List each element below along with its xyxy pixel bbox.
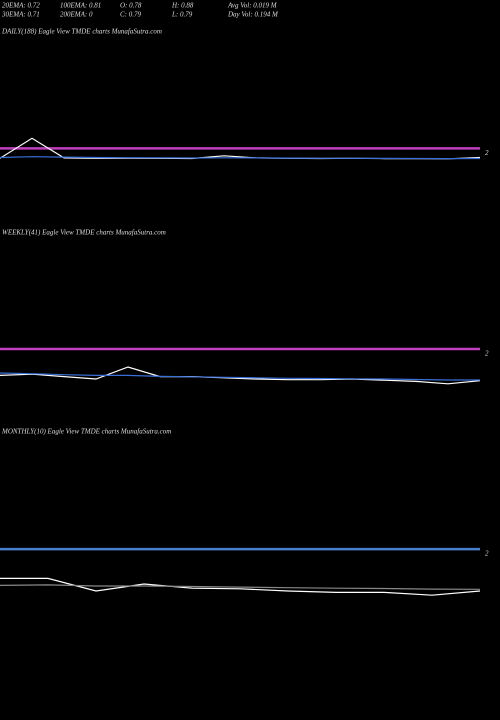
panel-title: WEEKLY(41) Eagle View TMDE charts Munafa… [2,229,166,237]
price-line [0,372,480,381]
header-stat: L: 0.79 [171,11,193,19]
header-stat: Day Vol: 0.194 M [227,11,279,19]
price-line [0,366,481,385]
header-stat: H: 0.88 [171,2,194,10]
price-line [0,156,481,160]
price-line [0,577,481,596]
header-stat: 100EMA: 0.81 [60,2,101,10]
y-tick-label: 2 [485,550,489,558]
y-tick-label: 2 [485,149,489,157]
header-stat: C: 0.79 [120,11,142,19]
panel-title: DAILY(188) Eagle View TMDE charts Munafa… [1,28,162,36]
header-stat: 30EMA: 0.71 [1,11,40,19]
y-tick-label: 2 [485,350,489,358]
header-stat: 20EMA: 0.72 [2,2,40,10]
header-stat: O: 0.78 [120,2,142,10]
panel-title: MONTHLY(10) Eagle View TMDE charts Munaf… [1,428,171,436]
price-line [0,584,481,590]
header-stat: 200EMA: 0 [60,11,93,19]
header-stat: Avg Vol: 0.019 M [227,2,278,10]
